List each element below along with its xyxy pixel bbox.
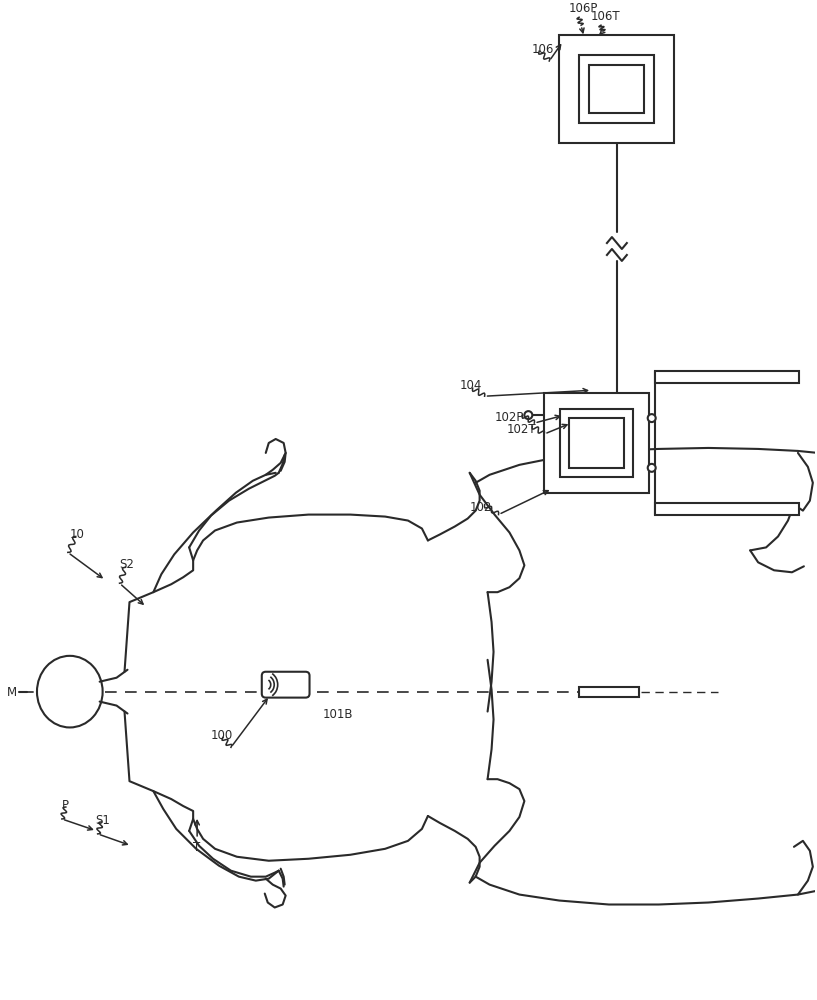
Text: 102P: 102P [494, 411, 524, 424]
Text: S1: S1 [96, 814, 110, 827]
Ellipse shape [37, 656, 103, 727]
Text: 106: 106 [531, 43, 554, 56]
Text: 104: 104 [460, 379, 482, 392]
Text: M: M [7, 686, 17, 699]
Text: 102: 102 [470, 501, 492, 514]
Bar [579, 687, 639, 697]
Text: 106P: 106P [569, 2, 599, 15]
Bar [654, 371, 799, 383]
Circle shape [525, 411, 533, 419]
Text: T: T [193, 841, 200, 854]
Bar [569, 418, 624, 468]
Text: 101B: 101B [323, 708, 353, 721]
Text: P: P [62, 799, 69, 812]
Circle shape [648, 414, 656, 422]
Bar [560, 409, 633, 477]
FancyBboxPatch shape [261, 672, 310, 698]
Text: 10: 10 [69, 528, 85, 541]
Text: 102T: 102T [507, 423, 536, 436]
Text: 106T: 106T [591, 10, 621, 23]
Bar [559, 35, 673, 143]
Text: S2: S2 [119, 558, 135, 571]
Bar [544, 393, 649, 493]
Circle shape [648, 464, 656, 472]
Bar [579, 55, 654, 123]
Bar [654, 503, 799, 515]
Bar [589, 65, 644, 113]
Text: 100: 100 [211, 729, 234, 742]
